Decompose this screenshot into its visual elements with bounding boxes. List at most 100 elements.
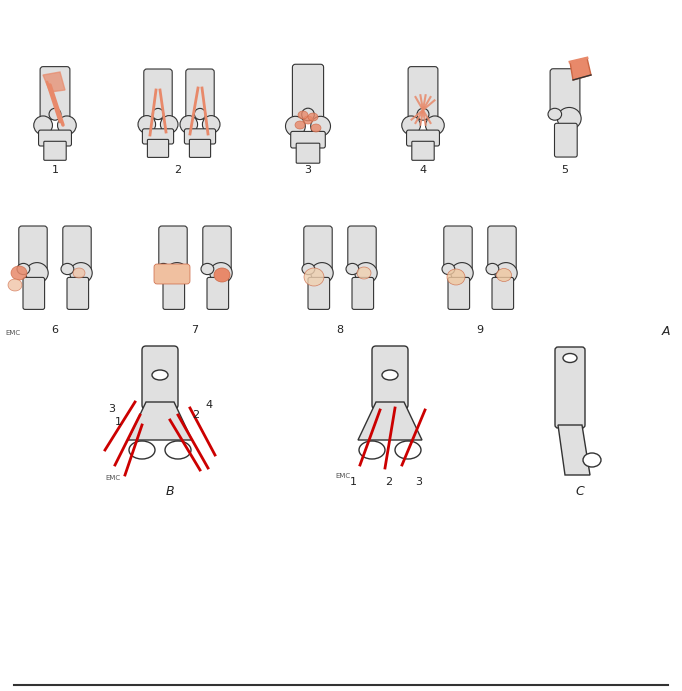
- FancyBboxPatch shape: [308, 277, 329, 310]
- Text: A: A: [662, 325, 670, 338]
- Ellipse shape: [33, 116, 53, 135]
- FancyBboxPatch shape: [203, 226, 231, 272]
- FancyBboxPatch shape: [23, 277, 44, 310]
- Text: 7: 7: [192, 325, 198, 335]
- FancyBboxPatch shape: [207, 277, 228, 310]
- Polygon shape: [43, 72, 65, 92]
- Text: 4: 4: [419, 165, 426, 175]
- Polygon shape: [128, 402, 192, 440]
- Text: 3: 3: [108, 404, 115, 414]
- FancyBboxPatch shape: [142, 346, 178, 409]
- FancyBboxPatch shape: [554, 123, 577, 157]
- Ellipse shape: [70, 263, 92, 283]
- Ellipse shape: [157, 263, 170, 274]
- Text: 1: 1: [115, 417, 122, 427]
- Ellipse shape: [486, 263, 499, 274]
- Ellipse shape: [210, 263, 232, 283]
- Ellipse shape: [214, 268, 230, 282]
- Polygon shape: [570, 58, 591, 80]
- Ellipse shape: [563, 354, 577, 363]
- Ellipse shape: [152, 108, 164, 120]
- Text: EMC: EMC: [105, 475, 120, 481]
- Ellipse shape: [301, 108, 314, 121]
- Ellipse shape: [311, 116, 331, 136]
- Ellipse shape: [203, 115, 220, 133]
- FancyBboxPatch shape: [63, 226, 91, 272]
- Text: B: B: [166, 485, 175, 498]
- Ellipse shape: [495, 263, 517, 283]
- Ellipse shape: [17, 263, 30, 274]
- Ellipse shape: [26, 263, 48, 283]
- Ellipse shape: [426, 116, 444, 135]
- Ellipse shape: [496, 269, 512, 281]
- FancyBboxPatch shape: [40, 66, 70, 120]
- FancyBboxPatch shape: [163, 277, 185, 310]
- Ellipse shape: [303, 116, 313, 124]
- Ellipse shape: [138, 115, 155, 133]
- Ellipse shape: [61, 263, 74, 274]
- FancyBboxPatch shape: [184, 129, 216, 144]
- Ellipse shape: [451, 263, 473, 283]
- Ellipse shape: [57, 116, 76, 135]
- FancyBboxPatch shape: [303, 226, 332, 272]
- Ellipse shape: [382, 370, 398, 380]
- Ellipse shape: [355, 263, 377, 283]
- FancyBboxPatch shape: [154, 264, 190, 284]
- FancyBboxPatch shape: [412, 141, 434, 160]
- Ellipse shape: [11, 266, 27, 280]
- Ellipse shape: [298, 111, 308, 119]
- FancyBboxPatch shape: [291, 131, 325, 148]
- Ellipse shape: [201, 263, 213, 274]
- Ellipse shape: [359, 441, 385, 459]
- Ellipse shape: [346, 263, 359, 274]
- FancyBboxPatch shape: [372, 346, 408, 409]
- Text: 4: 4: [205, 400, 212, 410]
- Ellipse shape: [557, 107, 581, 129]
- Ellipse shape: [417, 108, 429, 120]
- Ellipse shape: [302, 263, 315, 274]
- FancyBboxPatch shape: [408, 66, 438, 120]
- FancyBboxPatch shape: [492, 277, 514, 310]
- Ellipse shape: [402, 116, 420, 135]
- Text: 9: 9: [477, 325, 484, 335]
- FancyBboxPatch shape: [186, 69, 214, 119]
- Text: 6: 6: [52, 325, 59, 335]
- Ellipse shape: [160, 115, 178, 133]
- Ellipse shape: [583, 453, 601, 467]
- FancyBboxPatch shape: [406, 130, 439, 146]
- FancyBboxPatch shape: [550, 68, 580, 117]
- Ellipse shape: [73, 268, 85, 278]
- Text: 2: 2: [385, 477, 392, 487]
- FancyBboxPatch shape: [144, 69, 172, 119]
- Ellipse shape: [308, 113, 318, 121]
- Ellipse shape: [395, 441, 421, 459]
- FancyBboxPatch shape: [448, 277, 470, 310]
- FancyBboxPatch shape: [348, 226, 376, 272]
- Ellipse shape: [180, 115, 198, 133]
- Ellipse shape: [548, 108, 561, 120]
- Ellipse shape: [442, 263, 455, 274]
- FancyBboxPatch shape: [19, 226, 47, 272]
- FancyBboxPatch shape: [555, 347, 585, 428]
- FancyBboxPatch shape: [293, 64, 323, 120]
- Ellipse shape: [194, 108, 205, 120]
- Text: 2: 2: [175, 165, 181, 175]
- FancyBboxPatch shape: [143, 129, 174, 144]
- Ellipse shape: [165, 441, 191, 459]
- Polygon shape: [558, 425, 590, 475]
- Ellipse shape: [129, 441, 155, 459]
- Ellipse shape: [49, 108, 61, 120]
- Text: EMC: EMC: [335, 473, 350, 479]
- FancyBboxPatch shape: [44, 141, 66, 160]
- FancyBboxPatch shape: [159, 226, 187, 272]
- Ellipse shape: [286, 116, 306, 136]
- FancyBboxPatch shape: [190, 140, 211, 158]
- Text: 1: 1: [350, 477, 357, 487]
- Text: EMC: EMC: [5, 330, 20, 336]
- Ellipse shape: [311, 263, 333, 283]
- FancyBboxPatch shape: [352, 277, 374, 310]
- FancyBboxPatch shape: [39, 130, 72, 146]
- FancyBboxPatch shape: [444, 226, 472, 272]
- Text: 1: 1: [52, 165, 59, 175]
- Ellipse shape: [311, 124, 321, 132]
